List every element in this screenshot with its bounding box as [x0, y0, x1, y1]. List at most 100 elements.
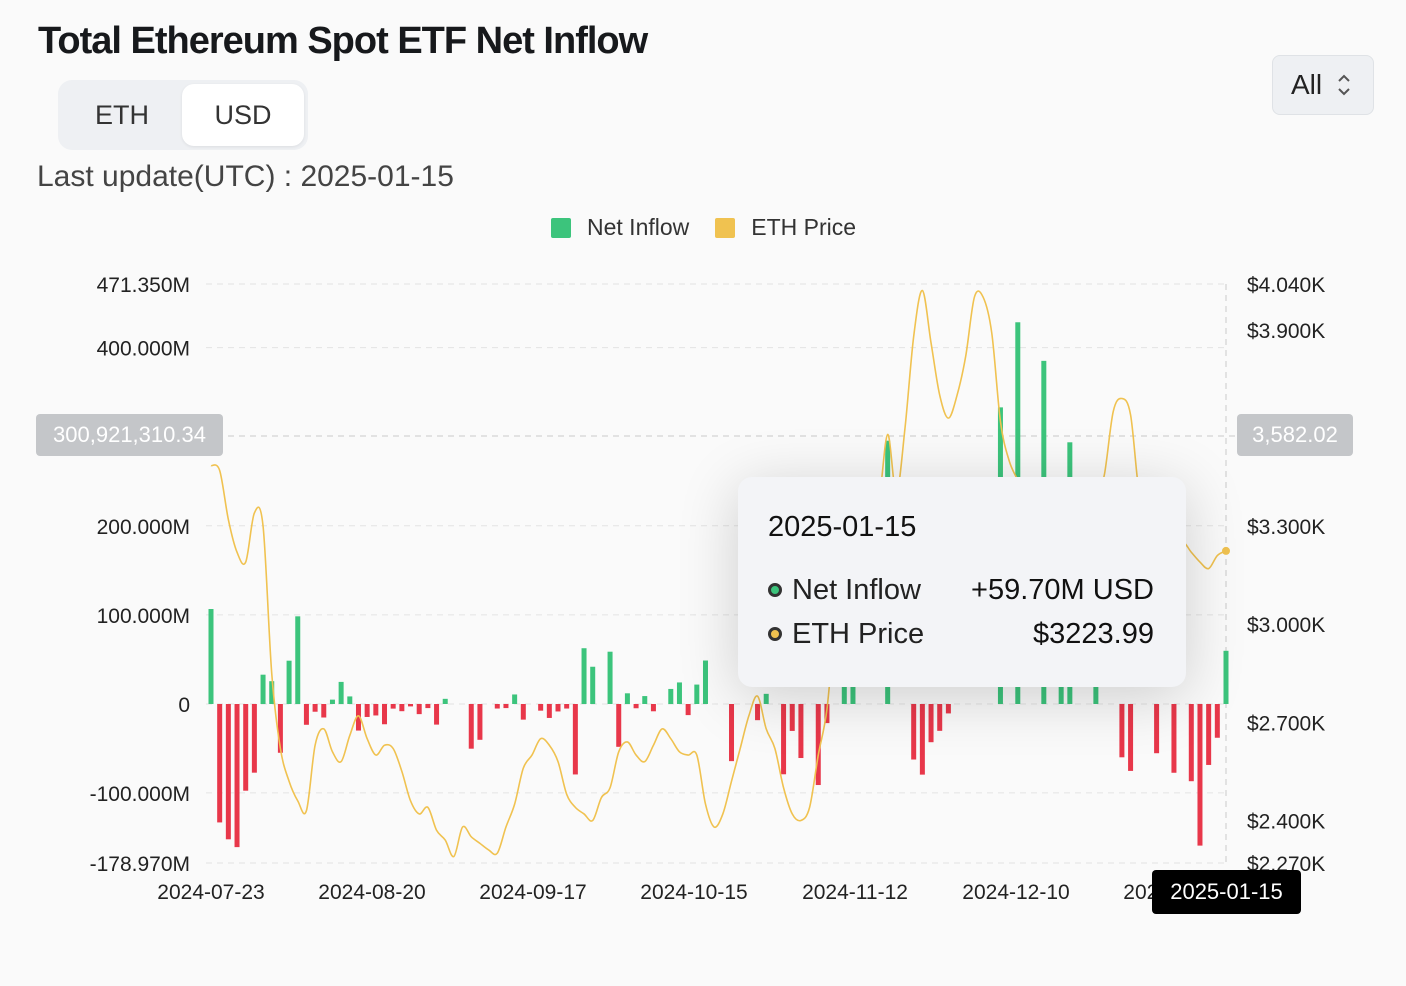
net-inflow-bar [355, 704, 361, 731]
legend-swatch-net-inflow [551, 217, 571, 238]
net-inflow-bar [928, 704, 934, 743]
net-inflow-bar [1188, 704, 1194, 782]
net-inflow-bar [269, 681, 275, 704]
net-inflow-bar [555, 704, 561, 712]
net-inflow-bar [937, 704, 943, 731]
net-inflow-bar [538, 704, 544, 711]
tooltip-row-eth-price: ETH Price $3223.99 [768, 612, 1154, 656]
net-inflow-bar [911, 704, 917, 760]
net-inflow-bar [633, 704, 639, 709]
net-inflow-bar [546, 704, 552, 718]
net-inflow-bar [668, 688, 674, 704]
net-inflow-bar [1223, 650, 1229, 704]
net-inflow-bar [321, 704, 327, 718]
net-inflow-bar [286, 660, 292, 704]
net-inflow-bar [260, 674, 266, 704]
y-left-tick-label: 0 [178, 694, 190, 717]
net-inflow-bar [685, 704, 691, 716]
chevron-up-down-icon [1336, 71, 1352, 99]
net-inflow-bar [1214, 704, 1220, 738]
eth-price-dot-icon [768, 627, 782, 641]
net-inflow-bar [477, 704, 483, 740]
legend-label-net-inflow: Net Inflow [587, 214, 690, 240]
net-inflow-bar [208, 609, 214, 704]
y-left-tick-label: 400.000M [97, 338, 190, 361]
net-inflow-bar [251, 704, 257, 773]
net-inflow-bar [364, 704, 370, 717]
net-inflow-bar [798, 704, 804, 759]
net-inflow-bar [347, 696, 353, 704]
range-select[interactable]: All [1272, 55, 1374, 115]
y-left-tick-label: 471.350M [97, 274, 190, 297]
x-tick-label: 2024-08-20 [318, 881, 425, 904]
net-inflow-bar [650, 704, 656, 712]
net-inflow-bar [312, 704, 318, 712]
y-left-tick-label: 200.000M [97, 516, 190, 539]
x-tick-label: 2024-10-15 [640, 881, 747, 904]
net-inflow-bar [295, 616, 301, 704]
net-inflow-bar [781, 704, 787, 775]
unit-toggle: ETH USD [58, 80, 308, 150]
net-inflow-bar [408, 704, 414, 707]
x-tick-label: 2024-09-17 [479, 881, 586, 904]
x-tick-label: 2024-11-12 [802, 881, 908, 904]
net-inflow-bar [234, 704, 240, 848]
net-inflow-bar [225, 704, 231, 840]
net-inflow-bar [763, 693, 769, 704]
crosshair-left-value: 300,921,310.34 [36, 414, 223, 456]
y-right-tick-label: $2.400K [1247, 810, 1325, 833]
net-inflow-bar [616, 704, 622, 747]
legend-swatch-eth-price [715, 217, 736, 238]
net-inflow-bar [512, 694, 518, 704]
net-inflow-bar [1154, 704, 1160, 754]
y-right-tick-label: $3.900K [1247, 320, 1325, 343]
net-inflow-bar [390, 704, 396, 709]
range-select-value: All [1291, 69, 1323, 100]
tooltip-value: $3223.99 [1033, 617, 1154, 650]
net-inflow-bar [945, 704, 951, 714]
net-inflow-bar [1128, 704, 1134, 771]
net-inflow-bar [702, 660, 708, 704]
net-inflow-bar [338, 681, 344, 704]
legend-item-eth-price[interactable]: ETH Price [715, 214, 856, 241]
crosshair-x-value: 2025-01-15 [1152, 870, 1301, 914]
net-inflow-bar [520, 704, 526, 720]
net-inflow-bar [399, 704, 405, 712]
net-inflow-bar [329, 699, 335, 704]
net-inflow-bar [676, 682, 682, 704]
net-inflow-bar [1171, 704, 1177, 773]
net-inflow-bar [919, 704, 925, 775]
y-left-tick-label: 100.000M [97, 605, 190, 628]
legend-item-net-inflow[interactable]: Net Inflow [551, 214, 689, 241]
net-inflow-bar [494, 704, 500, 709]
net-inflow-bar [815, 704, 821, 786]
net-inflow-bar [694, 684, 700, 704]
net-inflow-bar [303, 704, 309, 725]
chart-legend: Net Inflow ETH Price [551, 214, 882, 241]
net-inflow-bar [642, 696, 648, 704]
net-inflow-bar [789, 704, 795, 731]
net-inflow-bar [1206, 704, 1212, 765]
net-inflow-dot-icon [768, 583, 782, 597]
eth-price-point [1222, 546, 1230, 555]
net-inflow-bar [729, 704, 735, 762]
unit-usd-button[interactable]: USD [182, 84, 304, 146]
net-inflow-bar [1119, 704, 1125, 758]
net-inflow-bar [425, 704, 431, 709]
net-inflow-bar [373, 704, 379, 716]
net-inflow-bar [217, 704, 223, 823]
net-inflow-bar [434, 704, 440, 725]
y-right-tick-label: $4.040K [1247, 274, 1325, 297]
net-inflow-bar [590, 666, 596, 704]
legend-label-eth-price: ETH Price [751, 214, 857, 240]
tooltip-row-net-inflow: Net Inflow +59.70M USD [768, 568, 1154, 612]
last-update: Last update(UTC) : 2025-01-15 [37, 160, 454, 193]
page-title: Total Ethereum Spot ETF Net Inflow [38, 20, 648, 62]
net-inflow-bar [243, 704, 249, 791]
y-left-tick-label: -178.970M [90, 853, 190, 876]
unit-eth-button[interactable]: ETH [95, 99, 149, 130]
net-inflow-bar [581, 648, 587, 704]
net-inflow-bar [607, 651, 613, 704]
net-inflow-bar [277, 704, 283, 753]
